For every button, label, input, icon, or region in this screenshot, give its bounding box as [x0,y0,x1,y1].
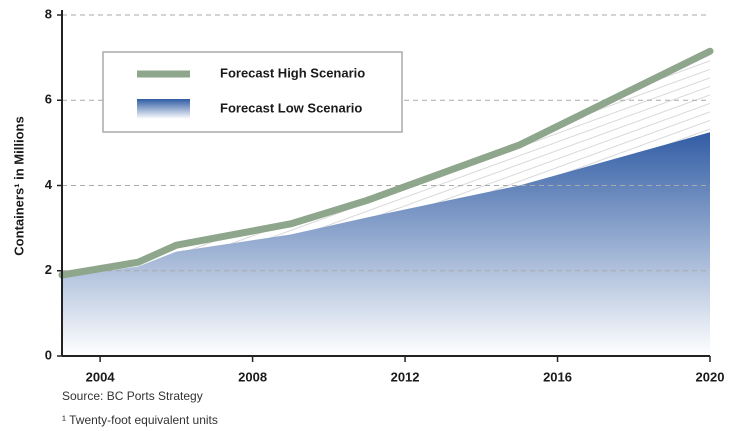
legend-label: Forecast Low Scenario [220,100,362,115]
y-tick-label: 8 [45,6,52,21]
scenario-band [62,51,710,278]
legend-label: Forecast High Scenario [220,65,365,80]
x-tick-label: 2004 [86,369,116,384]
high-line [58,47,714,279]
y-tick-label: 4 [45,177,53,192]
y-tick-label: 2 [45,262,52,277]
x-tick-label: 2008 [238,369,267,384]
low-area [62,132,710,356]
y-tick-label: 0 [45,347,52,362]
x-tick-label: 2016 [543,369,572,384]
legend-box [102,51,403,133]
x-tick-label: 2020 [696,369,725,384]
y-axis-label: Containers¹ in Millions [11,116,26,255]
y-tick-label: 6 [45,92,52,107]
x-tick-label: 2012 [391,369,420,384]
footnote: ¹ Twenty-foot equivalent units [62,413,218,427]
legend-swatch-low [137,99,190,119]
source: Source: BC Ports Strategy [62,389,203,403]
